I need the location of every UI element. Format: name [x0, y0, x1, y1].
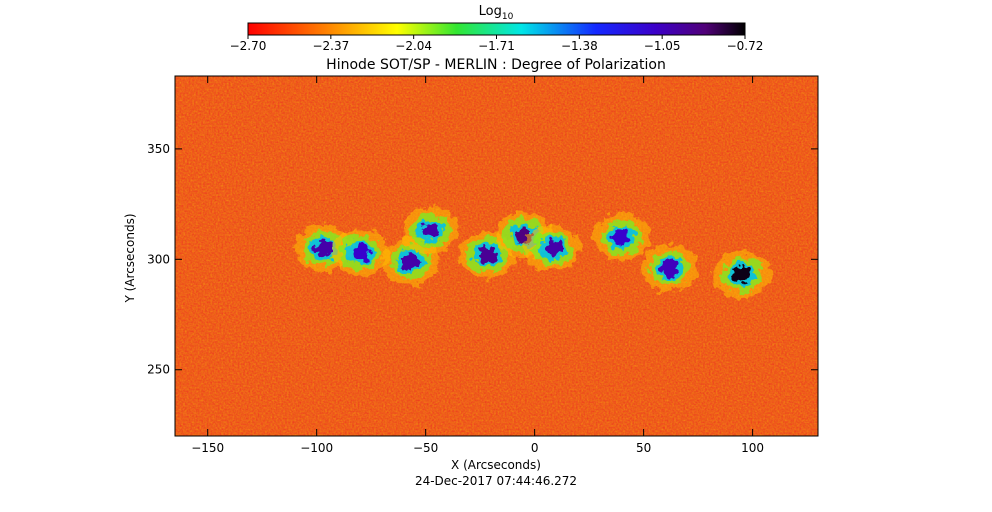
timestamp: 24-Dec-2017 07:44:46.272	[415, 474, 577, 488]
colorbar-label-subscript: 10	[502, 12, 514, 22]
heatmap-feature	[523, 224, 581, 272]
heatmap-feature-core	[732, 266, 751, 283]
colorbar-tick-label: −1.71	[478, 39, 515, 53]
colorbar-tick-label: −2.04	[395, 39, 432, 53]
x-axis-ticks: −150 −100 −50 0 50 100	[191, 76, 764, 455]
heatmap-feature-core	[477, 246, 496, 263]
heatmap-feature-core	[543, 240, 562, 257]
colorbar	[247, 22, 746, 36]
colorbar-tick-label: −1.05	[644, 39, 681, 53]
x-tick-label: −100	[300, 441, 333, 455]
x-tick-label: −50	[413, 441, 438, 455]
colorbar-tick-label: −2.37	[312, 39, 349, 53]
colorbar-ticks: −2.70 −2.37 −2.04 −1.71 −1.38 −1.05 −0.72	[230, 35, 764, 53]
y-axis-label: Y (Arcseconds)	[123, 213, 137, 303]
x-tick-label: 100	[741, 441, 764, 455]
heatmap-feature-core	[314, 240, 333, 257]
plot-frame	[174, 75, 819, 437]
x-axis-label: X (Arcseconds)	[451, 458, 541, 472]
heatmap-feature-core	[421, 222, 440, 239]
heatmap-feature-core	[351, 244, 370, 261]
colorbar-tick-label: −1.38	[561, 39, 598, 53]
chart-title: Hinode SOT/SP - MERLIN : Degree of Polar…	[326, 57, 666, 73]
heatmap-feature	[331, 229, 389, 277]
heatmap-feature	[713, 251, 771, 299]
y-tick-label: 250	[147, 363, 170, 377]
x-tick-label: −150	[191, 441, 224, 455]
x-tick-label: 50	[636, 441, 651, 455]
heatmap-plot-area	[175, 76, 818, 436]
colorbar-tick-label: −2.70	[230, 39, 267, 53]
x-tick-label: 0	[531, 441, 539, 455]
heatmap-feature-core	[612, 229, 631, 246]
colorbar-tick-label: −0.72	[727, 39, 764, 53]
heatmap-feature	[401, 207, 459, 255]
heatmap-feature-core	[401, 253, 420, 270]
colorbar-label: Log10	[479, 4, 514, 22]
colorbar-label-base: Log	[479, 4, 502, 19]
heatmap-features	[294, 207, 771, 299]
heatmap-feature-core	[660, 260, 679, 277]
y-tick-label: 350	[147, 142, 170, 156]
y-axis-ticks: 250 300 350	[147, 142, 818, 377]
heatmap-feature	[641, 244, 699, 292]
heatmap-feature	[593, 213, 651, 261]
y-tick-label: 300	[147, 252, 170, 266]
